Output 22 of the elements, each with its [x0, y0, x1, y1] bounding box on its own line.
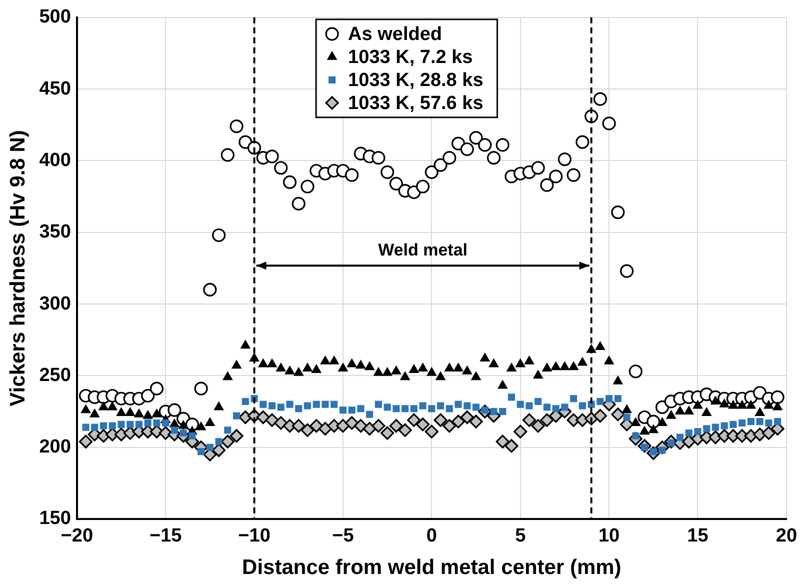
y-axis-title: Vickers hardness (Hv 9.8 N) [6, 130, 30, 406]
x-tick-label: −10 [238, 526, 270, 547]
legend-label: 1033 K, 28.8 ks [348, 70, 484, 92]
x-tick-label: 20 [776, 526, 798, 547]
y-tick-label: 450 [39, 78, 71, 100]
legend-label: 1033 K, 7.2 ks [348, 47, 473, 68]
x-tick-label: 10 [598, 526, 620, 547]
y-tick-label: 300 [39, 293, 71, 314]
legend-label: 1033 K, 57.6 ks [348, 93, 484, 114]
annotation: Weld metal [378, 240, 468, 260]
x-axis-title: Distance from weld metal center (mm) [242, 556, 622, 580]
x-tick-label: 0 [426, 526, 437, 547]
y-tick-label: 350 [39, 222, 71, 243]
x-tick-label: 5 [515, 526, 526, 547]
y-tick-label: 400 [39, 150, 71, 171]
x-tick-label: −5 [332, 526, 354, 547]
y-tick-label: 500 [39, 6, 71, 28]
x-tick-label: −15 [149, 526, 182, 547]
y-tick-label: 200 [39, 436, 71, 458]
y-tick-label: 250 [39, 364, 71, 386]
legend-label: As welded [348, 24, 442, 46]
x-tick-label: 15 [687, 526, 709, 547]
